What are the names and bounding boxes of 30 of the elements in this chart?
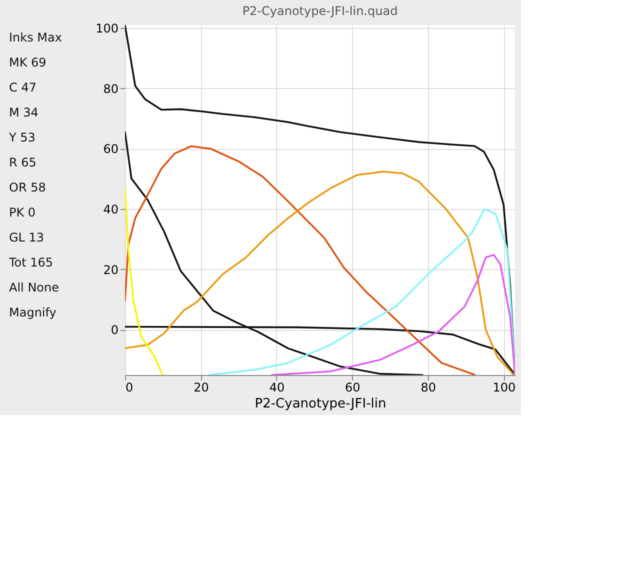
text: Inks Max [9, 30, 62, 44]
line-series [125, 145, 476, 375]
text: GL 13 [9, 230, 44, 244]
x-tick-label: 40 [269, 380, 285, 394]
text: C 47 [9, 80, 36, 94]
text: R 65 [9, 156, 36, 170]
y-tick-label: 60 [103, 142, 118, 156]
text: MK 69 [9, 56, 46, 70]
text: Tot 165 [8, 256, 54, 270]
x-tick-label: 80 [420, 380, 436, 394]
text: Magnify [9, 306, 56, 320]
text: Y 53 [8, 130, 36, 144]
text: All None [9, 280, 59, 294]
y-tick-label: 20 [103, 262, 118, 277]
x-tick-label: 100 [492, 380, 516, 394]
line-series [208, 208, 515, 375]
chart-title: P2-Cyanotype-JFI-lin.quad [242, 4, 398, 18]
text: OR 58 [9, 180, 46, 194]
x-tick-label: 20 [194, 380, 209, 394]
line-series [125, 186, 164, 375]
x-tick-label: 60 [345, 380, 360, 394]
text: PK 0 [9, 206, 36, 220]
y-tick-label: 100 [96, 22, 118, 36]
y-tick-label: 0 [110, 323, 118, 338]
y-tick-label: 40 [103, 202, 118, 217]
x-tick-label: 0 [126, 380, 134, 394]
text: M 34 [9, 106, 38, 120]
line-series [271, 254, 515, 375]
x-axis-title: P2-Cyanotype-JFI-lin [254, 396, 386, 412]
y-tick-label: 80 [103, 82, 118, 96]
